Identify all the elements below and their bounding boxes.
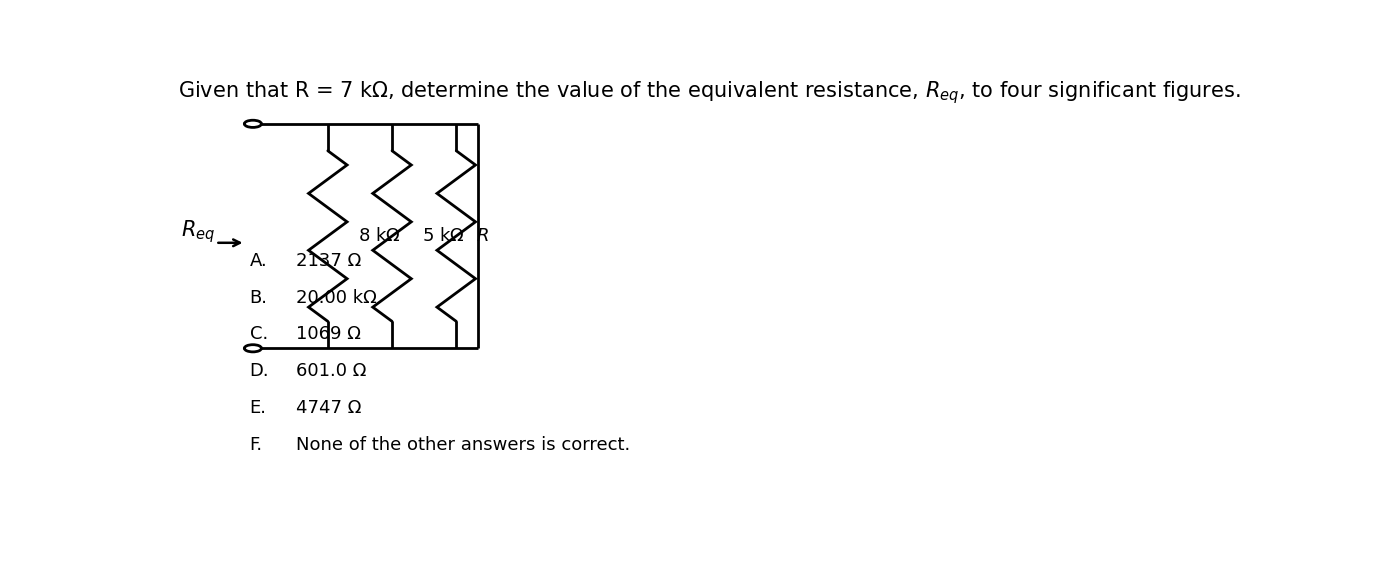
Text: A.: A. xyxy=(250,252,268,270)
Text: $R_{eq}$: $R_{eq}$ xyxy=(181,218,215,245)
Text: E.: E. xyxy=(250,399,267,417)
Text: 2137 Ω: 2137 Ω xyxy=(296,252,360,270)
Text: 5 k$\Omega$: 5 k$\Omega$ xyxy=(423,227,464,245)
Text: F.: F. xyxy=(250,436,262,454)
Text: Given that R = 7 k$\Omega$, determine the value of the equivalent resistance, $R: Given that R = 7 k$\Omega$, determine th… xyxy=(178,79,1240,106)
Text: 8 k$\Omega$: 8 k$\Omega$ xyxy=(358,227,400,245)
Text: None of the other answers is correct.: None of the other answers is correct. xyxy=(296,436,630,454)
Text: 20.00 kΩ: 20.00 kΩ xyxy=(296,289,377,307)
Text: $R$: $R$ xyxy=(475,227,489,245)
Text: D.: D. xyxy=(250,362,269,380)
Text: 4747 Ω: 4747 Ω xyxy=(296,399,360,417)
Text: C.: C. xyxy=(250,325,268,343)
Text: 601.0 Ω: 601.0 Ω xyxy=(296,362,366,380)
Text: B.: B. xyxy=(250,289,268,307)
Text: 1069 Ω: 1069 Ω xyxy=(296,325,360,343)
